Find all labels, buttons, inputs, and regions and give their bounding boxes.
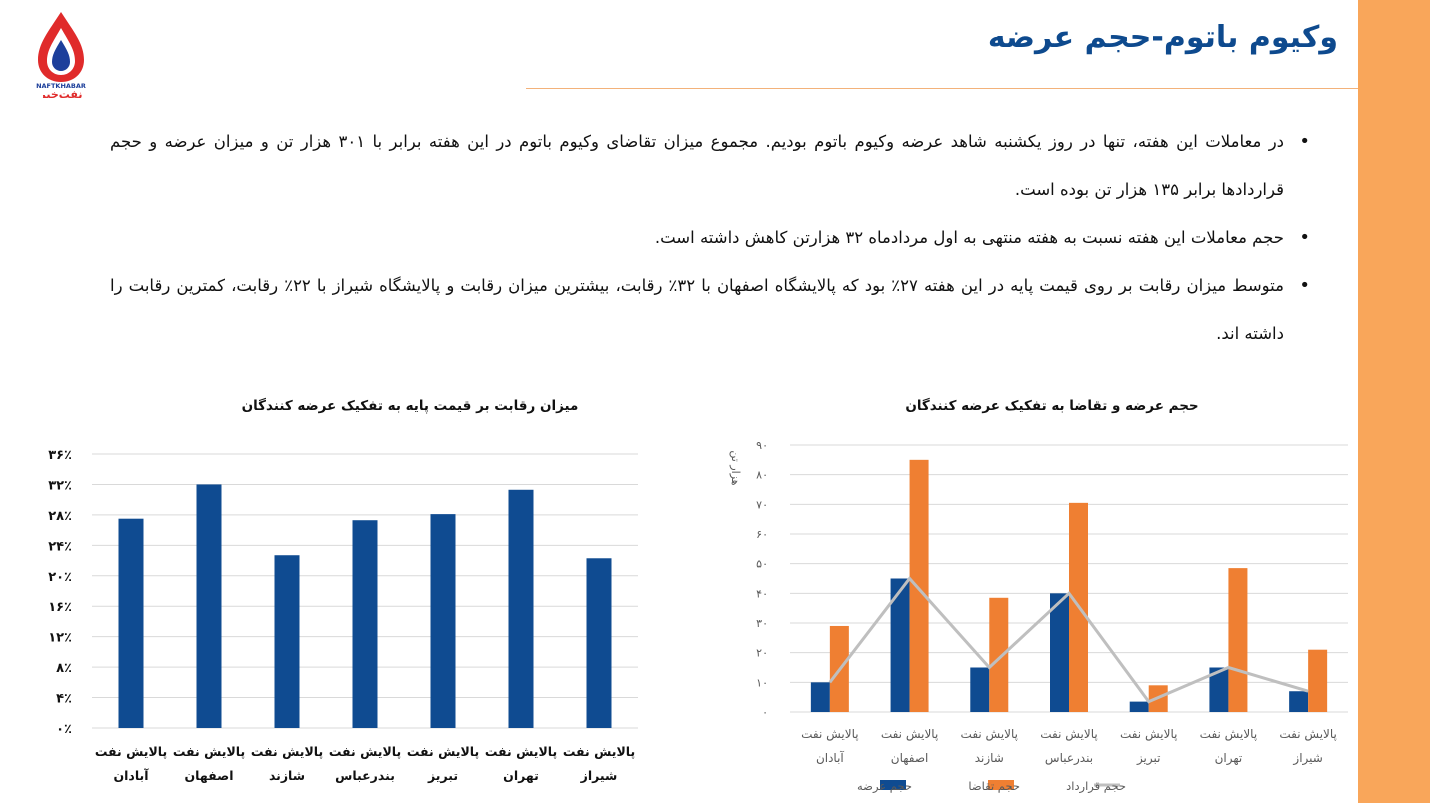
- y-tick-label: ۲۰: [756, 647, 768, 660]
- y-tick-label: ۸۰: [756, 469, 768, 482]
- y-tick-label: ۱۲٪: [48, 631, 72, 646]
- competition-bar: [352, 520, 378, 728]
- supply-bar: [970, 667, 990, 712]
- y-tick-label: ۵۰: [756, 558, 768, 571]
- x-tick-label: پالایش نفت: [563, 744, 635, 759]
- x-tick-label: پالایش نفت: [251, 744, 323, 759]
- legend-demand-label: حجم تقاضا: [968, 779, 1020, 793]
- x-tick-label: تهران: [503, 768, 539, 783]
- x-tick-label: بندرعباس: [335, 768, 395, 783]
- y-tick-label: ۳۲٪: [48, 478, 72, 493]
- y-tick-label: ۰: [762, 706, 768, 719]
- naftkhabar-logo: NAFTKHABAR نفت‌خبر: [36, 12, 86, 98]
- y-axis-label: هزار تن: [729, 450, 742, 485]
- x-tick-label: شیراز: [1292, 751, 1322, 766]
- y-tick-label: ۱۰: [756, 676, 768, 689]
- bullet-item: متوسط میزان رقابت بر روی قیمت پایه در ای…: [110, 262, 1310, 358]
- y-tick-label: ۳۶٪: [48, 448, 72, 463]
- x-tick-label: آبادان: [113, 768, 149, 783]
- legend-supply-label: حجم عرضه: [857, 779, 912, 794]
- x-tick-label: تهران: [1215, 751, 1243, 766]
- accent-side-bar: [1358, 0, 1430, 803]
- demand-bar: [909, 459, 929, 712]
- supply-bar: [890, 578, 910, 712]
- x-tick-label: شازند: [269, 768, 305, 783]
- x-tick-label: بندرعباس: [1045, 751, 1093, 766]
- y-tick-label: ۲۴٪: [48, 539, 72, 554]
- summary-bullets: در معاملات این هفته، تنها در روز یکشنبه …: [110, 118, 1310, 358]
- x-tick-label: آبادان: [816, 750, 844, 765]
- legend-demand-swatch: [988, 780, 1014, 790]
- y-tick-label: ۲۰٪: [48, 570, 72, 585]
- y-tick-label: ۶۰: [756, 528, 768, 541]
- competition-bar-chart: ۰٪ ۴٪ ۸٪ ۱۲٪ ۱۶٪ ۲۰٪ ۲۴٪ ۲۸٪ ۳۲٪ ۳۶٪ پالایش نفت آبا…: [48, 448, 638, 783]
- x-tick-label: پالایش نفت: [1200, 727, 1258, 742]
- supply-bar: [810, 682, 830, 712]
- legend-supply-swatch: [880, 780, 906, 790]
- supply-bar: [1209, 667, 1229, 712]
- supply-bar: [1289, 691, 1309, 712]
- legend-contract-label: حجم قرارداد: [1066, 779, 1126, 794]
- supply-demand-chart: ۰ ۱۰ ۲۰ ۳۰ ۴۰ ۵۰ ۶۰ ۷۰ ۸۰ ۹۰ هزار تن پالایش نفت آباد…: [729, 439, 1348, 794]
- svg-text:نفت‌خبر: نفت‌خبر: [39, 88, 83, 98]
- competition-bar: [430, 514, 456, 728]
- supply-demand-chart-title: حجم عرضه و تقاضا به تفکیک عرضه کنندگان: [905, 398, 1199, 414]
- x-tick-label: پالایش نفت: [961, 727, 1019, 742]
- x-tick-label: پالایش نفت: [1279, 727, 1337, 742]
- x-tick-label: تبریز: [1136, 751, 1161, 766]
- title-divider: [526, 88, 1358, 89]
- contract-line: [828, 576, 1309, 704]
- competition-bar: [586, 558, 612, 728]
- competition-bar: [196, 484, 222, 728]
- demand-bar: [989, 597, 1009, 712]
- x-tick-label: پالایش نفت: [881, 727, 939, 742]
- y-tick-label: ۹۰: [756, 439, 768, 452]
- y-tick-label: ۴۰: [756, 587, 768, 600]
- y-tick-label: ۸٪: [56, 661, 72, 676]
- y-tick-label: ۷۰: [756, 498, 768, 511]
- competition-bar: [508, 489, 534, 728]
- competition-bar: [118, 518, 144, 728]
- y-tick-label: ۱۶٪: [48, 600, 72, 615]
- x-tick-label: شازند: [975, 751, 1004, 766]
- x-tick-label: تبریز: [427, 768, 458, 783]
- x-tick-label: شیراز: [580, 768, 618, 783]
- x-tick-label: پالایش نفت: [329, 744, 401, 759]
- x-tick-label: اصفهان: [185, 768, 234, 783]
- x-tick-label: پالایش نفت: [1120, 727, 1178, 742]
- competition-chart-title: میزان رقابت بر قیمت پایه به تفکیک عرضه ک…: [241, 398, 579, 414]
- supply-bar: [1129, 701, 1149, 712]
- x-tick-label: پالایش نفت: [95, 744, 167, 759]
- y-tick-label: ۰٪: [56, 722, 72, 737]
- svg-text:NAFTKHABAR: NAFTKHABAR: [36, 82, 86, 90]
- y-tick-label: ۳۰: [756, 617, 768, 630]
- x-tick-label: پالایش نفت: [173, 744, 245, 759]
- x-tick-label: پالایش نفت: [1040, 727, 1098, 742]
- x-tick-label: پالایش نفت: [801, 727, 859, 742]
- competition-bar: [274, 555, 300, 728]
- y-tick-label: ۲۸٪: [48, 509, 72, 524]
- bullet-item: حجم معاملات این هفته نسبت به هفته منتهی …: [110, 214, 1310, 262]
- x-tick-label: اصفهان: [891, 751, 929, 765]
- x-tick-label: پالایش نفت: [485, 744, 557, 759]
- supply-bar: [1050, 593, 1069, 712]
- page-title: وکیوم باتوم-حجم عرضه: [987, 20, 1338, 55]
- demand-bar: [1308, 649, 1328, 712]
- y-tick-label: ۴٪: [56, 692, 72, 707]
- demand-bar: [1228, 568, 1248, 712]
- bullet-item: در معاملات این هفته، تنها در روز یکشنبه …: [110, 118, 1310, 214]
- x-tick-label: پالایش نفت: [407, 744, 479, 759]
